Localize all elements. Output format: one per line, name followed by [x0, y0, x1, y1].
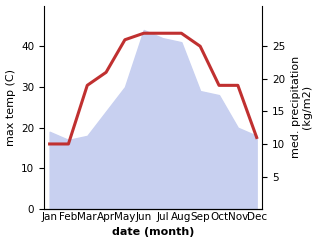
Y-axis label: med. precipitation
(kg/m2): med. precipitation (kg/m2): [291, 56, 313, 158]
X-axis label: date (month): date (month): [112, 227, 194, 237]
Y-axis label: max temp (C): max temp (C): [5, 69, 16, 146]
